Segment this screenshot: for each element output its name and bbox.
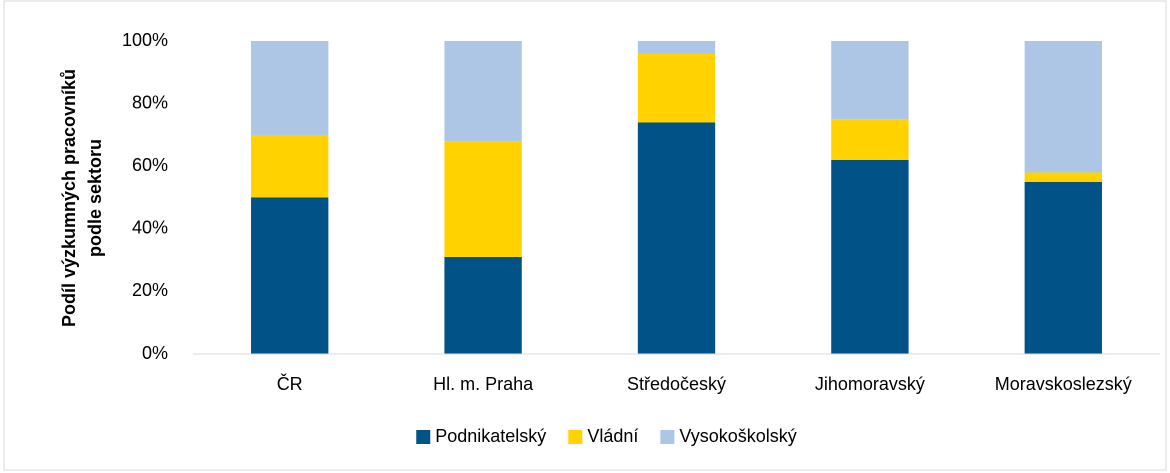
y-tick-label: 20%: [132, 280, 168, 300]
legend-label: Vládní: [587, 426, 638, 446]
bar-segment: [1024, 172, 1102, 182]
y-tick-label: 0%: [142, 343, 168, 363]
bar-segment: [637, 122, 716, 354]
y-tick-label: 80%: [132, 92, 168, 112]
bar-segment: [444, 256, 522, 354]
x-tick-label: Moravskoslezský: [995, 374, 1132, 394]
legend-label: Podnikatelský: [435, 426, 546, 446]
x-tick-label: ČR: [277, 373, 303, 394]
y-tick-label: 40%: [132, 218, 168, 238]
bar-segment: [831, 41, 909, 120]
y-axis-label: podle sektoru: [85, 139, 105, 257]
bar-segment: [1024, 41, 1102, 173]
legend-swatch: [568, 430, 583, 444]
x-tick-label: Hl. m. Praha: [433, 374, 534, 394]
bar-segment: [444, 41, 522, 142]
legend-label: Vysokoškolský: [679, 426, 796, 446]
bar-segment: [1024, 181, 1102, 354]
bar-segment: [251, 41, 329, 135]
bar-segment: [831, 119, 909, 160]
legend-swatch: [416, 430, 431, 444]
bar-segment: [637, 41, 716, 54]
legend-swatch: [660, 430, 675, 444]
bar-segment: [251, 134, 329, 198]
x-tick-label: Středočeský: [627, 374, 726, 394]
bar-segment: [831, 159, 909, 354]
x-tick-label: Jihomoravský: [815, 374, 925, 394]
y-tick-label: 60%: [132, 155, 168, 175]
bar-segment: [444, 141, 522, 257]
bar-segment: [251, 197, 329, 354]
bar-segment: [637, 53, 716, 123]
y-tick-label: 100%: [122, 30, 168, 50]
chart-frame: [3, 0, 1167, 471]
y-axis-label: Podíl výzkumných pracovníků: [59, 69, 79, 327]
